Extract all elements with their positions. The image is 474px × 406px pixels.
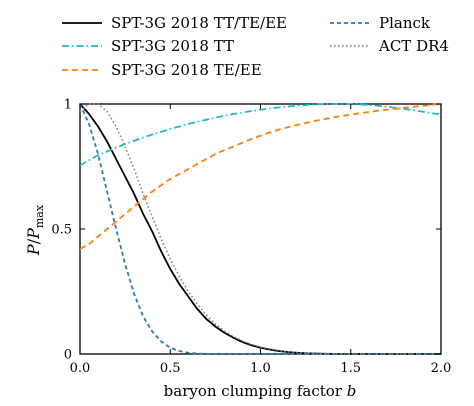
series-layer bbox=[79, 103, 442, 355]
legend-label-1: SPT-3G 2018 TT bbox=[111, 37, 234, 55]
svg-text:P/Pmax: P/Pmax bbox=[24, 204, 46, 256]
y-tick-label: 0.5 bbox=[51, 223, 72, 238]
axis-ticks: 0.0 0.5 1.0 1.5 2.0 0 0.5 1 bbox=[51, 98, 451, 377]
x-tick-label: 0.0 bbox=[70, 361, 91, 376]
legend-label-0: SPT-3G 2018 TT/TE/EE bbox=[111, 14, 287, 32]
x-tick-label: 0.5 bbox=[160, 361, 181, 376]
x-tick-label: 1.5 bbox=[340, 361, 361, 376]
legend-label-4: ACT DR4 bbox=[378, 37, 449, 55]
x-axis-label: baryon clumping factor b bbox=[164, 382, 357, 400]
x-tick-label: 1.0 bbox=[250, 361, 271, 376]
series-line-4 bbox=[79, 103, 441, 355]
series-line-2 bbox=[79, 103, 442, 250]
legend-label-2: SPT-3G 2018 TE/EE bbox=[111, 61, 262, 79]
x-tick-label: 2.0 bbox=[431, 361, 452, 376]
legend-label-3: Planck bbox=[379, 14, 431, 32]
series-line-1 bbox=[79, 103, 442, 167]
y-axis-label: P/Pmax bbox=[24, 204, 46, 256]
y-tick-label: 0 bbox=[64, 348, 72, 363]
legend: SPT-3G 2018 TT/TE/EE SPT-3G 2018 TT SPT-3G… bbox=[62, 14, 449, 79]
y-tick-label: 1 bbox=[64, 98, 72, 113]
